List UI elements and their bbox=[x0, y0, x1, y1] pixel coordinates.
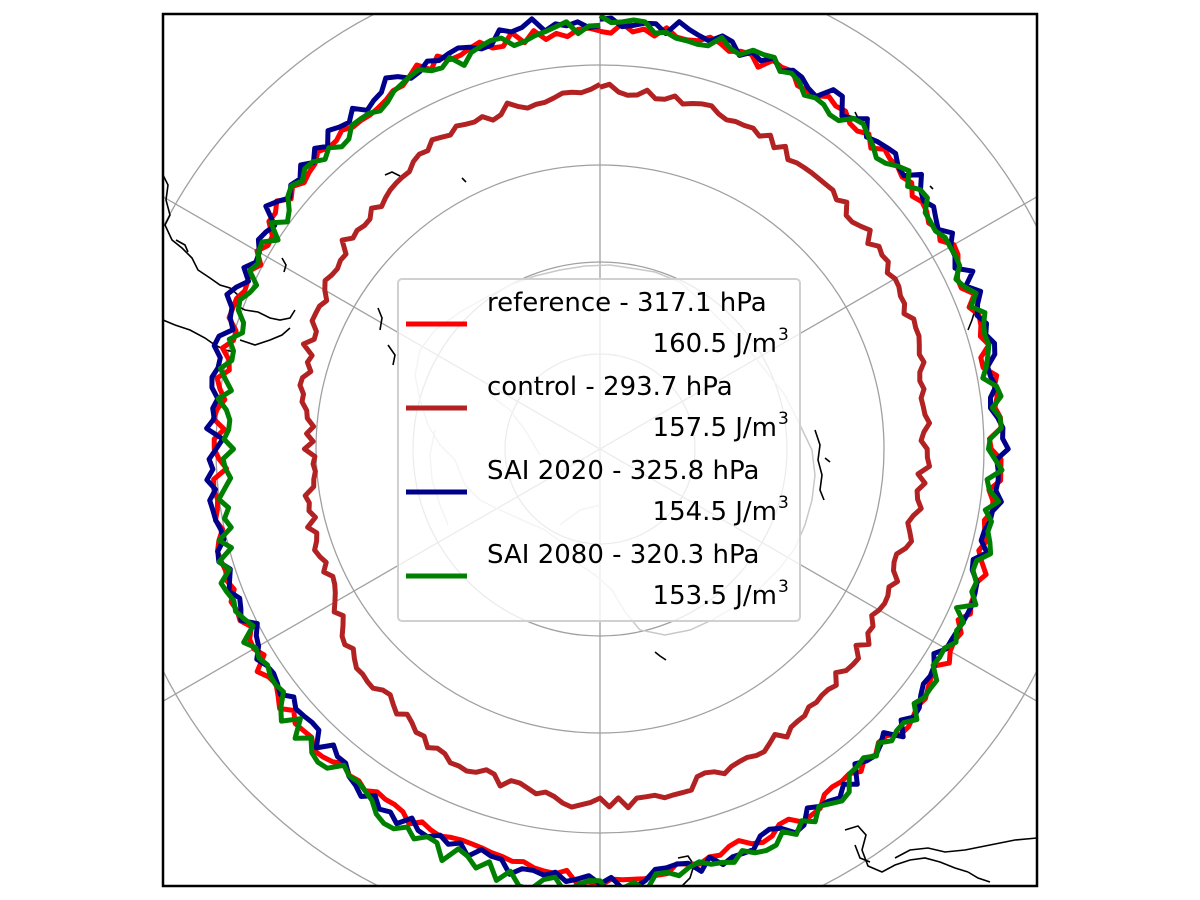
legend-unit-superscript: 3 bbox=[778, 577, 789, 597]
legend-unit-superscript: 3 bbox=[778, 325, 789, 345]
legend-label: SAI 2080 - 320.3 hPa bbox=[487, 540, 759, 570]
legend-label: SAI 2020 - 325.8 hPa bbox=[487, 456, 759, 486]
continent-coastlines bbox=[163, 111, 1037, 886]
legend-unit-superscript: 3 bbox=[778, 493, 789, 513]
legend-energy-value: 160.5 J/m bbox=[653, 329, 777, 359]
legend-label: reference - 317.1 hPa bbox=[487, 288, 767, 318]
legend-energy-value: 157.5 J/m bbox=[653, 413, 777, 443]
legend-unit-superscript: 3 bbox=[778, 409, 789, 429]
legend-item-control: control - 293.7 hPa 157.5 J/m 3 bbox=[406, 372, 789, 443]
legend-item-sai-2080: SAI 2080 - 320.3 hPa 153.5 J/m 3 bbox=[406, 540, 789, 611]
africa-coastline bbox=[844, 825, 969, 873]
contour-series-layer bbox=[204, 14, 1011, 886]
legend-box bbox=[397, 278, 801, 622]
control-contour bbox=[297, 81, 932, 811]
legend-item-reference: reference - 317.1 hPa 160.5 J/m 3 bbox=[406, 288, 789, 359]
legend-label: control - 293.7 hPa bbox=[487, 372, 733, 402]
south-america-coastline bbox=[163, 174, 296, 321]
sai-2080-contour bbox=[215, 14, 1005, 886]
map-frame bbox=[161, 12, 1039, 888]
legend-energy-value: 154.5 J/m bbox=[653, 497, 777, 527]
legend-item-sai-2020: SAI 2020 - 325.8 hPa 154.5 J/m 3 bbox=[406, 456, 789, 527]
legend-energy-value: 153.5 J/m bbox=[653, 581, 777, 611]
